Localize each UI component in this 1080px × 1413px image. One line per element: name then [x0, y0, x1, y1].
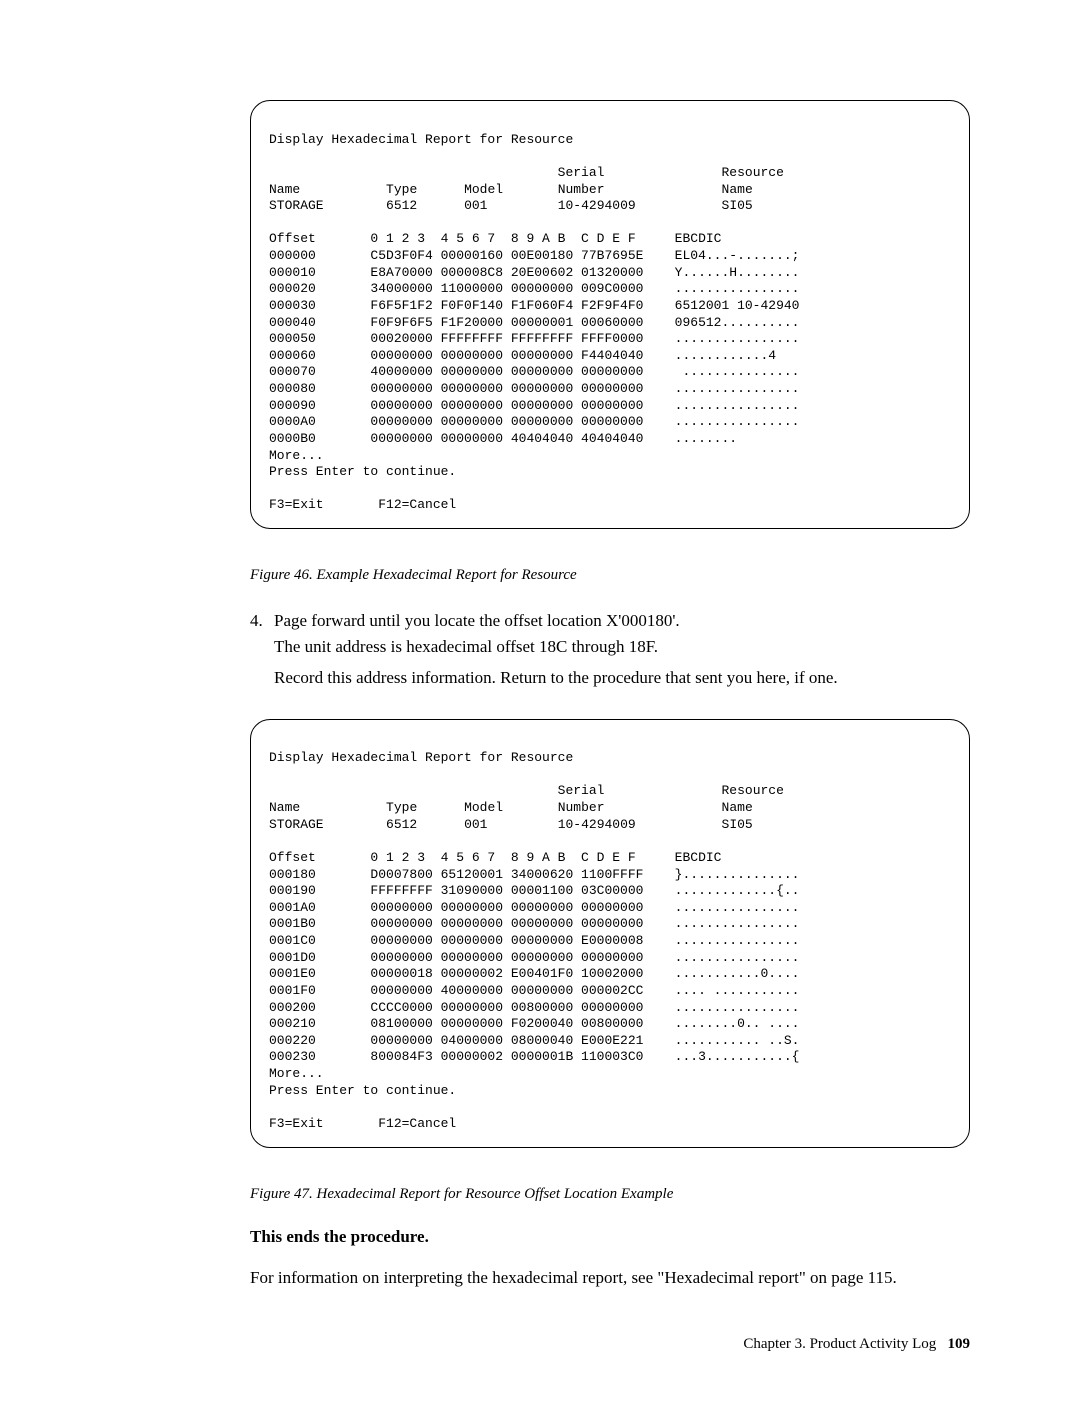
footer-page-number: 109	[948, 1336, 971, 1352]
panel1-offset-header: Offset 0 1 2 3 4 5 6 7 8 9 A B C D E F E…	[269, 231, 721, 246]
panel2-offset-header: Offset 0 1 2 3 4 5 6 7 8 9 A B C D E F E…	[269, 850, 721, 865]
panel1-title: Display Hexadecimal Report for Resource	[269, 132, 573, 147]
ends-procedure: This ends the procedure.	[250, 1227, 970, 1247]
panel2-title: Display Hexadecimal Report for Resource	[269, 750, 573, 765]
step4-line1: Page forward until you locate the offset…	[274, 611, 680, 630]
final-paragraph: For information on interpreting the hexa…	[250, 1265, 970, 1291]
footer-chapter: Chapter 3. Product Activity Log	[743, 1336, 936, 1352]
step4-line2: The unit address is hexadecimal offset 1…	[274, 634, 970, 660]
figure-46-caption: Figure 46. Example Hexadecimal Report fo…	[250, 567, 970, 584]
hex-report-panel-1: Display Hexadecimal Report for Resource …	[250, 100, 970, 529]
figure-47-caption: Figure 47. Hexadecimal Report for Resour…	[250, 1186, 970, 1203]
hex-dump-rows-2: 000180 D0007800 65120001 34000620 1100FF…	[269, 867, 800, 1065]
hex-dump-rows-1: 000000 C5D3F0F4 00000160 00E00180 77B769…	[269, 248, 800, 446]
hex-report-panel-2: Display Hexadecimal Report for Resource …	[250, 719, 970, 1148]
step4-line3: Record this address information. Return …	[274, 665, 970, 691]
page-footer: Chapter 3. Product Activity Log 109	[250, 1336, 970, 1353]
step-number: 4.	[250, 608, 274, 634]
step-4: 4.Page forward until you locate the offs…	[250, 608, 970, 691]
